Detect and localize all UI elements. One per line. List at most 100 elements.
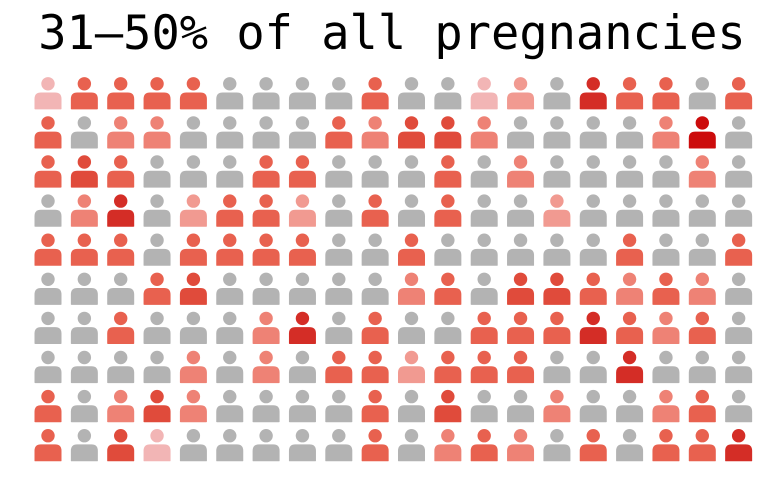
person-icon bbox=[507, 194, 535, 227]
person-icon bbox=[143, 350, 171, 384]
person-icon bbox=[434, 116, 462, 149]
person-icon bbox=[543, 429, 571, 462]
person-icon bbox=[107, 77, 135, 110]
person-icon bbox=[470, 350, 498, 384]
person-icon bbox=[652, 233, 680, 266]
person-icon bbox=[216, 272, 244, 305]
person-icon bbox=[579, 77, 607, 110]
person-icon bbox=[543, 116, 571, 149]
person-icon bbox=[70, 194, 98, 227]
person-icon bbox=[507, 429, 535, 462]
person-icon bbox=[325, 194, 353, 227]
person-icon bbox=[216, 311, 244, 344]
person-icon bbox=[398, 116, 425, 149]
person-icon bbox=[361, 389, 389, 423]
person-icon bbox=[288, 272, 316, 305]
person-icon bbox=[34, 155, 62, 188]
person-icon bbox=[470, 389, 498, 423]
person-icon bbox=[70, 155, 98, 188]
person-icon bbox=[107, 194, 135, 227]
person-icon bbox=[652, 311, 680, 344]
person-icon bbox=[470, 272, 498, 305]
person-icon bbox=[507, 350, 535, 384]
person-icon bbox=[725, 429, 753, 462]
person-icon bbox=[507, 311, 535, 344]
person-icon bbox=[143, 77, 171, 110]
person-icon bbox=[34, 429, 62, 462]
person-icon bbox=[70, 233, 98, 266]
person-icon bbox=[579, 429, 607, 462]
person-icon bbox=[143, 389, 171, 423]
person-icon bbox=[252, 429, 280, 462]
person-icon bbox=[543, 194, 571, 227]
person-icon bbox=[361, 77, 389, 110]
person-icon bbox=[507, 155, 535, 188]
person-icon bbox=[325, 389, 353, 423]
person-icon bbox=[543, 155, 571, 188]
person-icon bbox=[252, 155, 280, 188]
person-icon bbox=[288, 233, 316, 266]
person-icon bbox=[143, 311, 171, 344]
person-icon bbox=[216, 155, 244, 188]
chart-title: 31–50% of all pregnancies bbox=[38, 6, 746, 61]
person-icon bbox=[325, 155, 353, 188]
person-icon bbox=[543, 272, 571, 305]
person-icon bbox=[288, 311, 316, 344]
person-icon bbox=[216, 116, 244, 149]
person-icon bbox=[70, 429, 98, 462]
person-icon bbox=[398, 194, 425, 227]
person-icon bbox=[107, 116, 135, 149]
person-icon bbox=[288, 155, 316, 188]
person-icon bbox=[107, 272, 135, 305]
person-icon bbox=[652, 350, 680, 384]
person-icon bbox=[179, 272, 207, 305]
person-icon bbox=[34, 233, 62, 266]
person-icon bbox=[252, 233, 280, 266]
person-icon bbox=[107, 350, 135, 384]
person-icon bbox=[325, 272, 353, 305]
person-icon bbox=[143, 233, 171, 266]
person-icon bbox=[288, 194, 316, 227]
person-icon bbox=[179, 155, 207, 188]
person-icon bbox=[179, 116, 207, 149]
person-icon bbox=[179, 311, 207, 344]
person-icon bbox=[543, 77, 571, 110]
person-icon bbox=[652, 155, 680, 188]
person-icon bbox=[688, 155, 716, 188]
person-icon bbox=[688, 429, 716, 462]
person-icon bbox=[361, 311, 389, 344]
person-icon bbox=[179, 350, 207, 384]
person-icon bbox=[70, 389, 98, 423]
person-icon bbox=[252, 116, 280, 149]
person-icon bbox=[507, 116, 535, 149]
person-icon bbox=[252, 194, 280, 227]
person-icon bbox=[179, 233, 207, 266]
person-icon bbox=[398, 389, 425, 423]
person-icon bbox=[470, 233, 498, 266]
person-icon bbox=[616, 429, 644, 462]
person-icon bbox=[216, 194, 244, 227]
person-icon bbox=[34, 116, 62, 149]
person-icon bbox=[143, 272, 171, 305]
person-icon bbox=[652, 194, 680, 227]
person-icon bbox=[579, 272, 607, 305]
person-icon bbox=[725, 311, 753, 344]
person-icon bbox=[325, 429, 353, 462]
person-icon bbox=[143, 155, 171, 188]
person-icon bbox=[398, 350, 425, 384]
person-icon bbox=[288, 116, 316, 149]
person-icon bbox=[616, 272, 644, 305]
person-icon bbox=[470, 194, 498, 227]
person-icon bbox=[434, 77, 462, 110]
person-icon bbox=[216, 350, 244, 384]
person-icon bbox=[434, 272, 462, 305]
person-icon bbox=[725, 155, 753, 188]
person-icon bbox=[470, 155, 498, 188]
person-icon bbox=[652, 272, 680, 305]
person-icon bbox=[398, 155, 425, 188]
person-icon bbox=[725, 77, 753, 110]
person-icon bbox=[434, 350, 462, 384]
person-icon bbox=[252, 350, 280, 384]
person-icon bbox=[579, 116, 607, 149]
person-icon bbox=[507, 272, 535, 305]
